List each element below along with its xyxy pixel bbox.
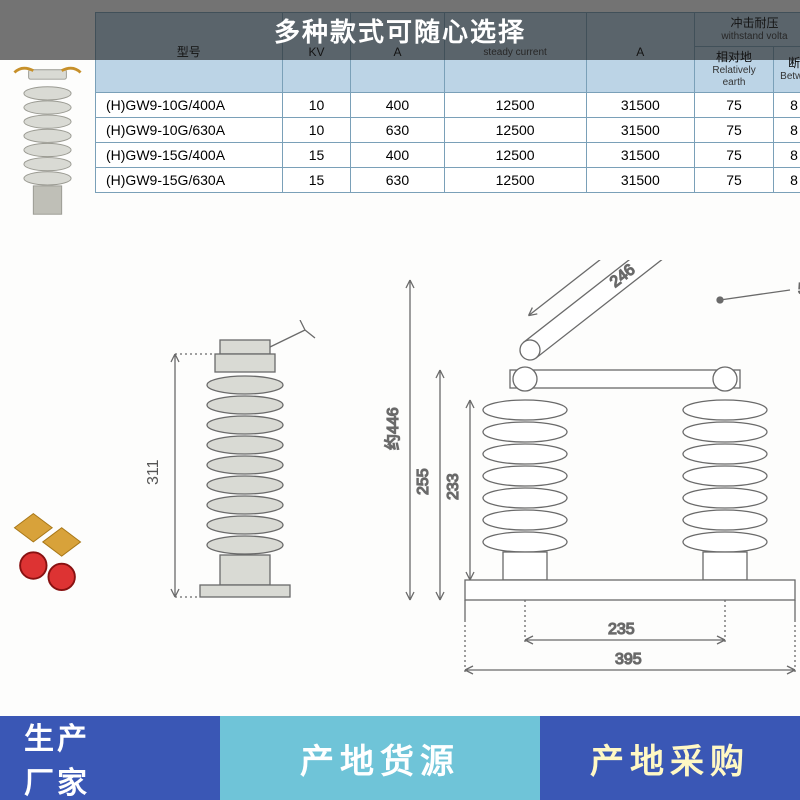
dim-label: 233: [445, 473, 462, 500]
cell: 75: [694, 118, 773, 143]
cell-model: (H)GW9-15G/400A: [96, 143, 283, 168]
cell: 75: [694, 168, 773, 193]
cell: 630: [351, 168, 444, 193]
cell: 31500: [586, 168, 694, 193]
cell: 15: [282, 143, 351, 168]
cell: 12500: [444, 118, 586, 143]
bottom-bar: 生产 厂家 产地货源 产地采购: [0, 716, 800, 800]
bottom-bar-mid: 产地货源: [220, 716, 540, 800]
table-row: (H)GW9-15G/630A 15 630 12500 31500 75 8: [96, 168, 800, 193]
drawing-left: 311: [120, 320, 350, 700]
cell: 400: [351, 143, 444, 168]
dim-label: 约446: [384, 407, 402, 450]
cell: 31500: [586, 93, 694, 118]
dim-label: 255: [415, 468, 432, 495]
cell: 12500: [444, 168, 586, 193]
cell: 400: [351, 93, 444, 118]
cell-model: (H)GW9-10G/400A: [96, 93, 283, 118]
cell: 8: [774, 168, 800, 193]
dim-label: 235: [608, 621, 635, 638]
top-banner: 多种款式可随心选择: [0, 0, 800, 60]
bb-right-text: 产地采购: [590, 734, 750, 783]
product-thumb-1: [5, 65, 90, 240]
table-row: (H)GW9-15G/400A 15 400 12500 31500 75 8: [96, 143, 800, 168]
cell: 10: [282, 118, 351, 143]
cell: 12500: [444, 93, 586, 118]
cell: 31500: [586, 118, 694, 143]
dim-label: 311: [145, 459, 162, 485]
bb-left-line1: 生产: [24, 714, 220, 758]
cell: 8: [774, 143, 800, 168]
cell-model: (H)GW9-15G/630A: [96, 168, 283, 193]
cell: 12500: [444, 143, 586, 168]
cell: 75: [694, 143, 773, 168]
cell: 10: [282, 93, 351, 118]
cell: 15: [282, 168, 351, 193]
cell: 630: [351, 118, 444, 143]
bb-mid-text: 产地货源: [300, 734, 460, 783]
table-body: (H)GW9-10G/400A 10 400 12500 31500 75 8 …: [96, 93, 800, 193]
cell: 31500: [586, 143, 694, 168]
bottom-bar-right: 产地采购: [540, 716, 800, 800]
bb-left-line2: 厂家: [24, 758, 220, 800]
table-row: (H)GW9-10G/630A 10 630 12500 31500 75 8: [96, 118, 800, 143]
cell: 8: [774, 93, 800, 118]
cell: 75: [694, 93, 773, 118]
dim-label: 395: [615, 651, 642, 668]
drawing-right: 246 5: [380, 260, 800, 720]
top-banner-text: 多种款式可随心选择: [274, 12, 526, 49]
product-thumb-2: [5, 490, 90, 599]
technical-drawings: 311 246 5: [100, 300, 800, 720]
cell: 8: [774, 118, 800, 143]
cell-model: (H)GW9-10G/630A: [96, 118, 283, 143]
bottom-bar-left: 生产 厂家: [0, 716, 220, 800]
table-row: (H)GW9-10G/400A 10 400 12500 31500 75 8: [96, 93, 800, 118]
